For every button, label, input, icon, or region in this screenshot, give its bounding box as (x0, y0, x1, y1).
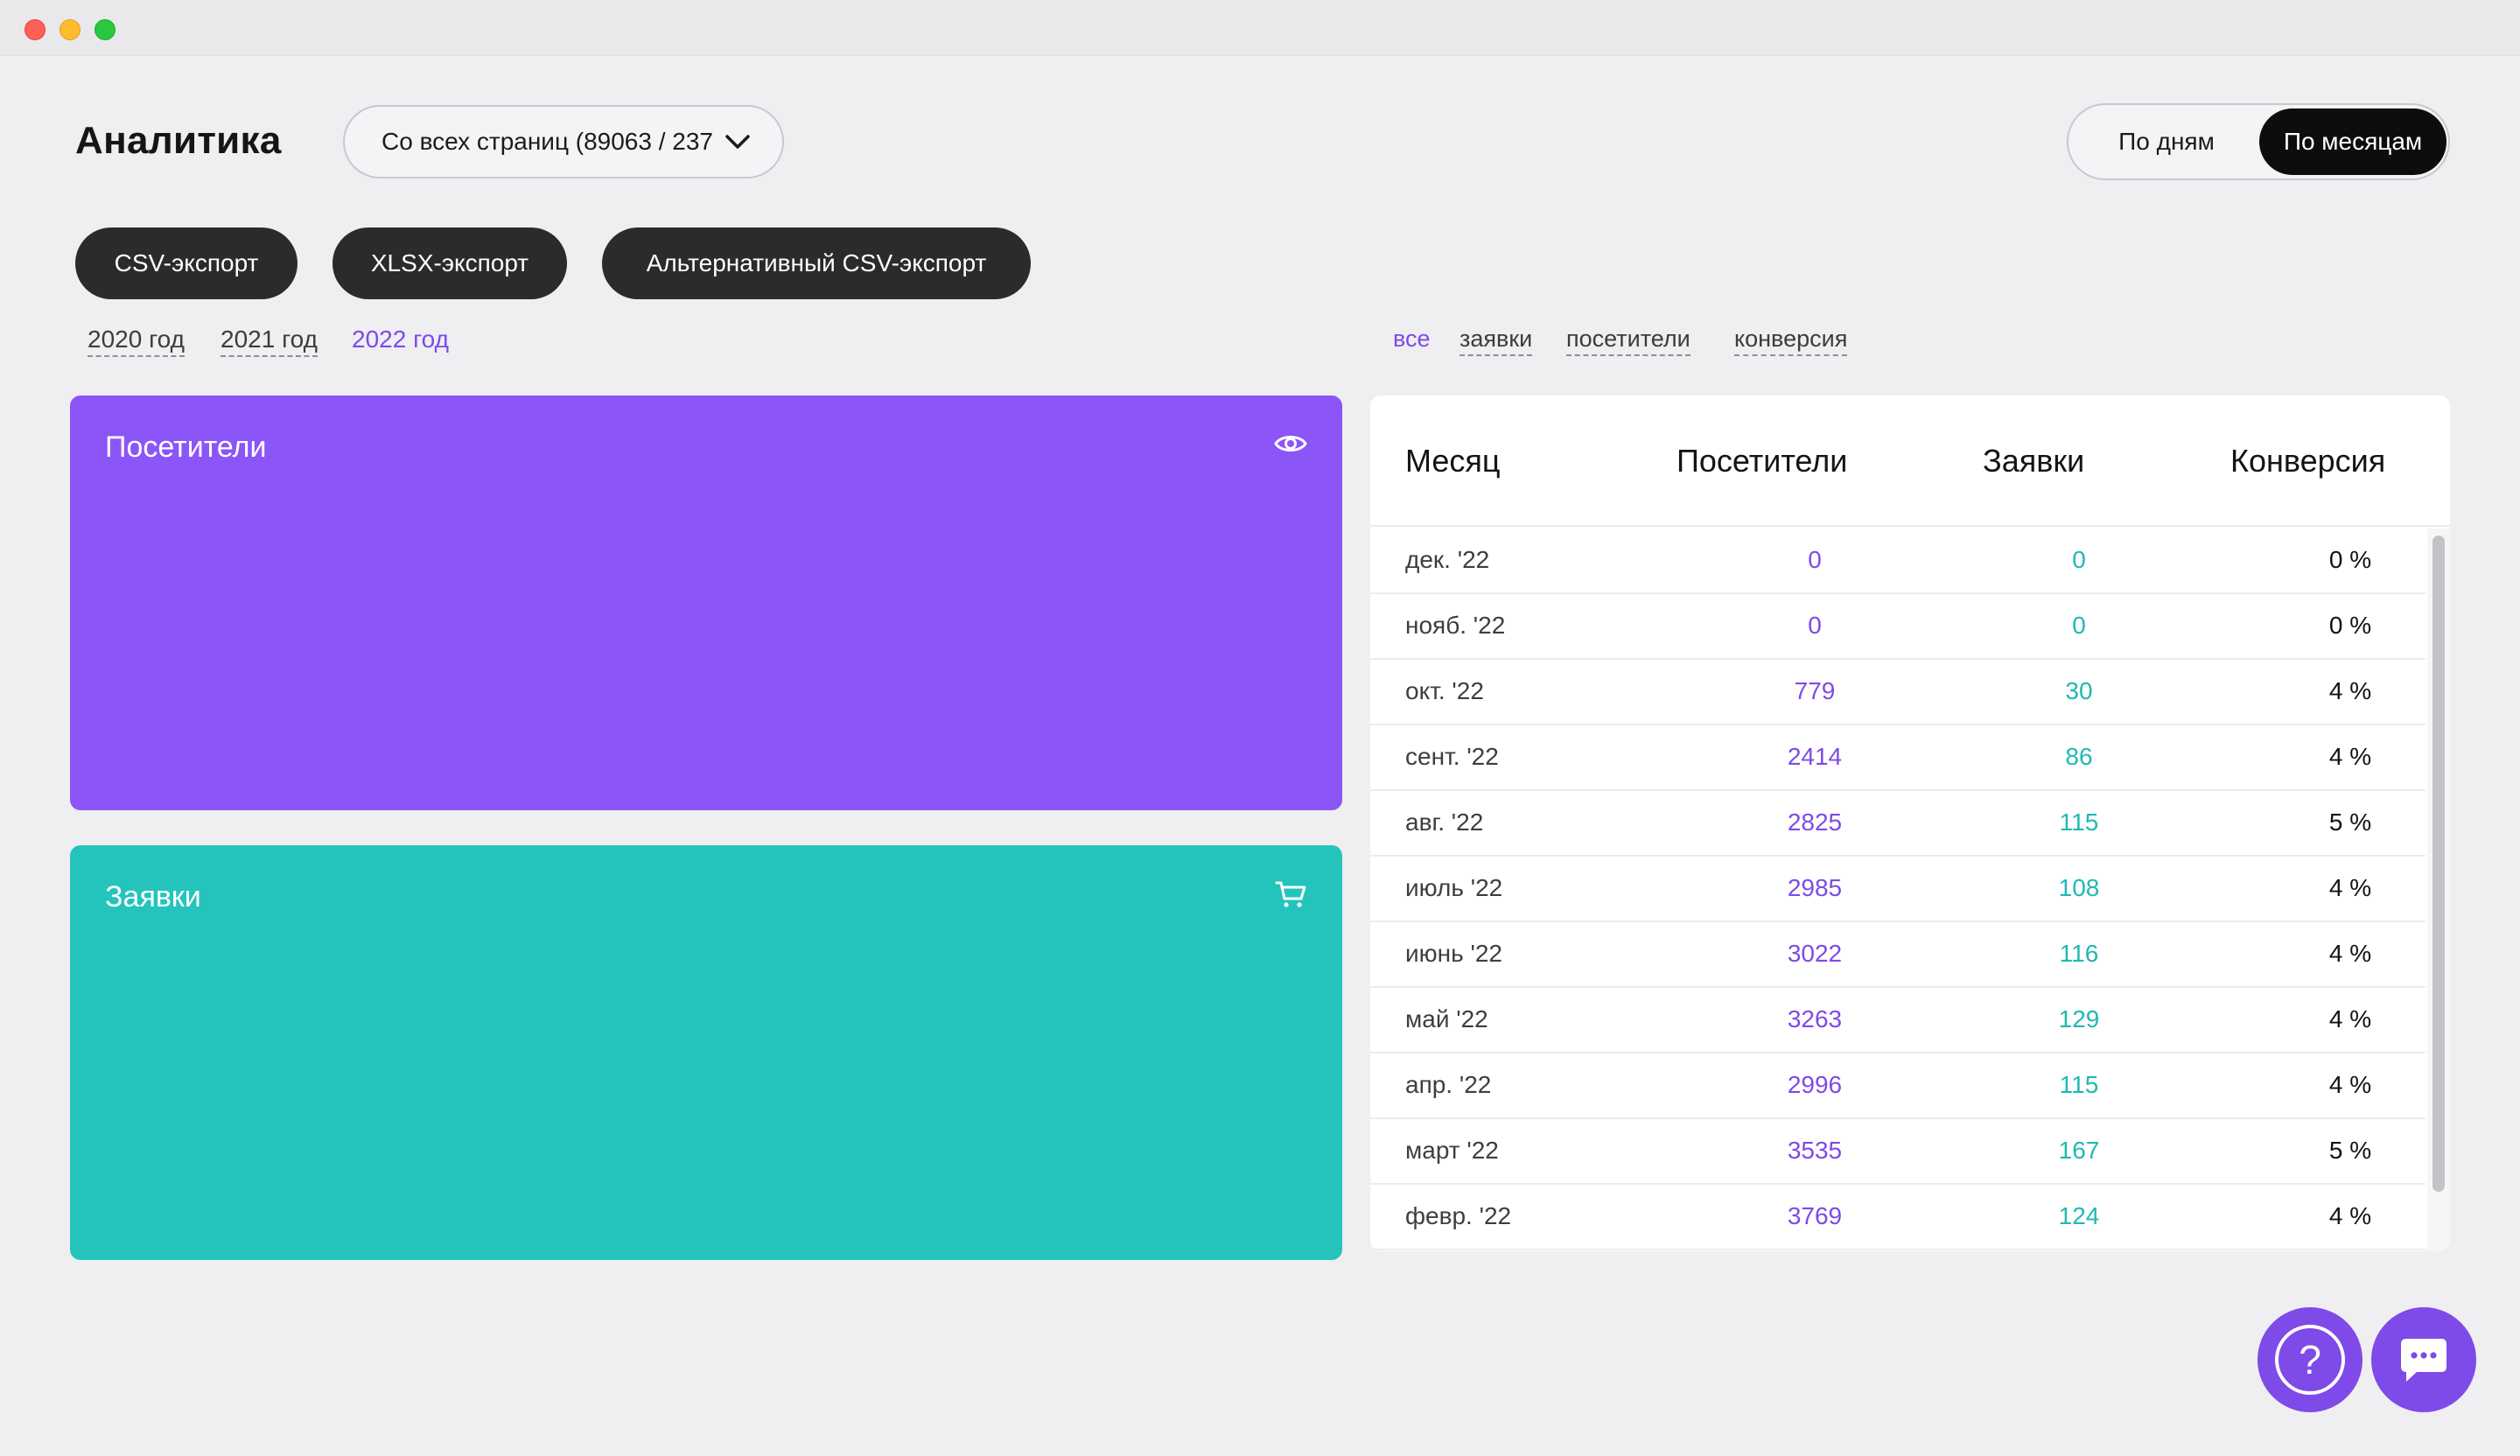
cart-icon[interactable] (1272, 875, 1309, 912)
orders-cell: 30 (2065, 677, 2093, 704)
orders-cell: 124 (2058, 1202, 2100, 1229)
month-cell: июнь '22 (1405, 940, 1502, 967)
visitors-cell: 2985 (1787, 874, 1843, 901)
table-row: июнь '22 3022 116 4 % (1370, 922, 2426, 988)
month-cell: апр. '22 (1405, 1071, 1492, 1098)
month-cell: март '22 (1405, 1137, 1499, 1164)
orders-cell: 0 (2072, 546, 2086, 573)
visitors-card-title: Посетители (105, 430, 267, 464)
column-header-orders: Заявки (1983, 443, 2085, 479)
chevron-down-icon (725, 135, 750, 149)
visitors-cell: 2825 (1787, 808, 1843, 836)
conversion-cell: 4 % (2328, 743, 2372, 770)
table-row: март '22 3535 167 5 % (1370, 1119, 2426, 1185)
month-cell: авг. '22 (1405, 808, 1484, 836)
month-cell: май '22 (1405, 1005, 1488, 1032)
table-row: февр. '22 3769 124 4 % (1370, 1185, 2426, 1250)
visitors-cell: 2996 (1787, 1071, 1843, 1098)
table-row: май '22 3263 129 4 % (1370, 988, 2426, 1054)
orders-card-title: Заявки (105, 880, 201, 914)
orders-cell: 129 (2058, 1005, 2100, 1032)
orders-cell: 116 (2059, 940, 2099, 967)
visitors-cell: 0 (1808, 546, 1822, 573)
zoom-window-button[interactable] (94, 19, 116, 40)
month-cell: дек. '22 (1405, 546, 1490, 573)
table-row: авг. '22 2825 115 5 % (1370, 791, 2426, 857)
year-2022-link[interactable]: 2022 год (352, 326, 449, 353)
orders-cell: 115 (2059, 1071, 2099, 1098)
visitors-cell: 3263 (1787, 1005, 1843, 1032)
orders-cell: 0 (2072, 612, 2086, 639)
minimize-window-button[interactable] (60, 19, 80, 40)
table-row: июль '22 2985 108 4 % (1370, 857, 2426, 922)
xlsx-export-button[interactable]: XLSX-экспорт (332, 228, 567, 299)
visitors-cell: 2414 (1787, 743, 1843, 770)
csv-export-button[interactable]: CSV-экспорт (75, 228, 298, 299)
stats-table: Месяц Посетители Заявки Конверсия дек. '… (1370, 396, 2450, 1251)
conversion-cell: 4 % (2328, 874, 2372, 901)
filter-orders-link[interactable]: заявки (1460, 326, 1533, 356)
month-cell: сент. '22 (1405, 743, 1499, 770)
eye-icon[interactable] (1272, 425, 1309, 462)
toggle-by-months[interactable]: По месяцам (2259, 108, 2446, 175)
table-header: Месяц Посетители Заявки Конверсия (1370, 396, 2450, 527)
conversion-cell: 0 % (2328, 612, 2372, 639)
filter-all-link[interactable]: все (1393, 326, 1431, 352)
view-toggle: По дням По месяцам (2067, 103, 2450, 180)
page-title: Аналитика (75, 119, 282, 162)
source-select-value: Со всех страниц (89063 / 237 (382, 128, 713, 155)
visitors-cell: 3769 (1787, 1202, 1843, 1229)
conversion-cell: 4 % (2328, 1005, 2372, 1032)
orders-cell: 167 (2058, 1137, 2100, 1164)
filter-conversion-link[interactable]: конверсия (1734, 326, 1848, 356)
conversion-cell: 4 % (2328, 1071, 2372, 1098)
month-cell: нояб. '22 (1405, 612, 1506, 639)
visitors-cell: 3535 (1787, 1137, 1843, 1164)
table-row: нояб. '22 0 0 0 % (1370, 594, 2426, 660)
chat-button[interactable] (2371, 1307, 2476, 1412)
alt-csv-export-button[interactable]: Альтернативный CSV-экспорт (602, 228, 1031, 299)
source-select[interactable]: Со всех страниц (89063 / 237 (343, 105, 784, 178)
orders-card: Заявки (70, 845, 1342, 1260)
conversion-cell: 4 % (2328, 1202, 2372, 1229)
year-2020-link[interactable]: 2020 год (88, 326, 185, 357)
visitors-card: Посетители (70, 396, 1342, 810)
help-button[interactable]: ? (2258, 1307, 2362, 1412)
scrollbar-thumb[interactable] (2432, 536, 2445, 1192)
window-titlebar (0, 0, 2520, 56)
year-2021-link[interactable]: 2021 год (220, 326, 318, 357)
column-header-conversion: Конверсия (2230, 443, 2386, 479)
conversion-cell: 5 % (2328, 808, 2372, 836)
conversion-cell: 0 % (2328, 546, 2372, 573)
visitors-cell: 3022 (1787, 940, 1843, 967)
table-body: дек. '22 0 0 0 % нояб. '22 0 0 0 % окт. '22 779 30… (1370, 528, 2426, 1250)
month-cell: июль '22 (1405, 874, 1503, 901)
table-row: апр. '22 2996 115 4 % (1370, 1054, 2426, 1119)
visitors-cell: 779 (1794, 677, 1836, 704)
orders-cell: 115 (2059, 808, 2099, 836)
conversion-cell: 4 % (2328, 677, 2372, 704)
orders-cell: 86 (2065, 743, 2093, 770)
visitors-cell: 0 (1808, 612, 1822, 639)
month-cell: окт. '22 (1405, 677, 1484, 704)
column-header-month: Месяц (1405, 443, 1501, 479)
chat-icon (2401, 1339, 2446, 1382)
column-header-visitors: Посетители (1676, 443, 1848, 479)
orders-cell: 108 (2058, 874, 2100, 901)
conversion-cell: 5 % (2328, 1137, 2372, 1164)
filter-visitors-link[interactable]: посетители (1566, 326, 1690, 356)
table-row: дек. '22 0 0 0 % (1370, 528, 2426, 594)
table-row: сент. '22 2414 86 4 % (1370, 725, 2426, 791)
month-cell: февр. '22 (1405, 1202, 1512, 1229)
toggle-by-days[interactable]: По дням (2118, 128, 2215, 155)
conversion-cell: 4 % (2328, 940, 2372, 967)
table-row: окт. '22 779 30 4 % (1370, 660, 2426, 725)
help-icon: ? (2275, 1325, 2345, 1395)
close-window-button[interactable] (24, 19, 46, 40)
